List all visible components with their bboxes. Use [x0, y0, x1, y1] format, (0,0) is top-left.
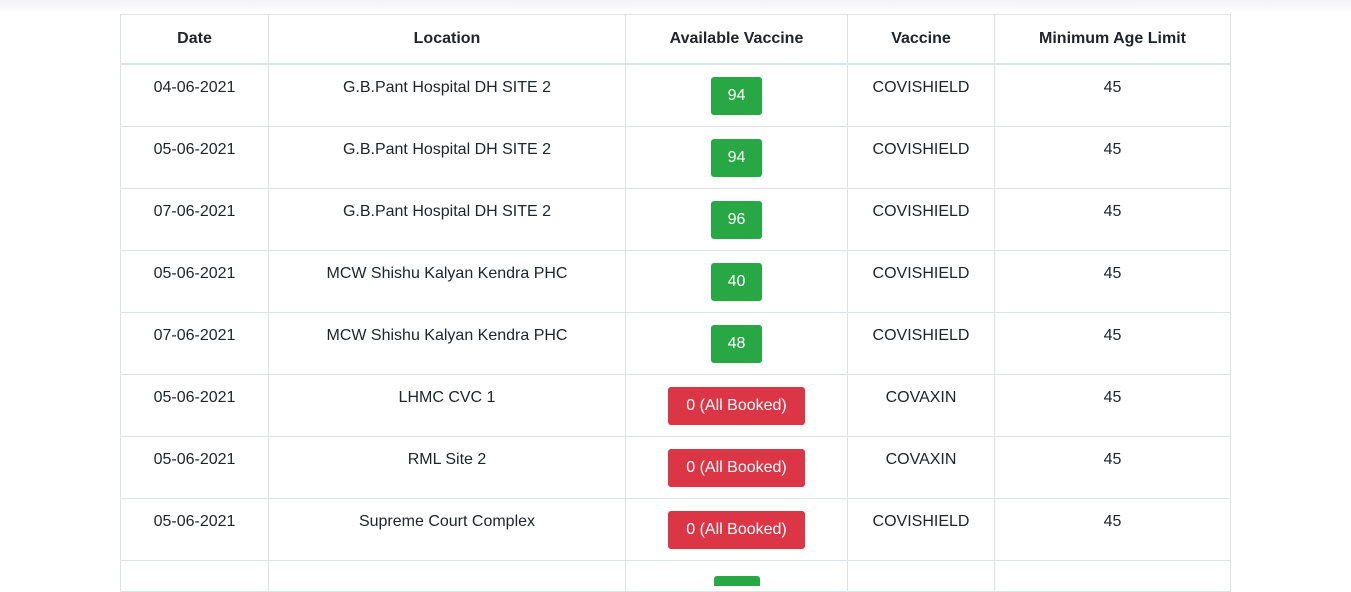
partial-cell: [120, 559, 269, 592]
cell-location: G.B.Pant Hospital DH SITE 2: [268, 125, 626, 189]
cell-location: Supreme Court Complex: [268, 497, 626, 561]
table-row: 05-06-2021 RML Site 2 0 (All Booked) COVAXI…: [120, 435, 1231, 499]
cell-available-vaccine: 94: [625, 125, 848, 189]
partial-cell: [847, 559, 995, 592]
table-row: 07-06-2021 MCW Shishu Kalyan Kendra PHC 48…: [120, 311, 1231, 375]
cell-location: RML Site 2: [268, 435, 626, 499]
cell-available-vaccine: 48: [625, 311, 848, 375]
cell-vaccine: COVISHIELD: [847, 63, 995, 127]
cell-minimum-age: 45: [994, 435, 1231, 499]
cell-minimum-age: 45: [994, 373, 1231, 437]
table-row-partial: [120, 559, 1231, 592]
cell-location: MCW Shishu Kalyan Kendra PHC: [268, 249, 626, 313]
header-available-vaccine: Available Vaccine: [625, 14, 848, 65]
header-date: Date: [120, 14, 269, 65]
cell-vaccine: COVAXIN: [847, 435, 995, 499]
table-row: 04-06-2021 G.B.Pant Hospital DH SITE 2 94 C…: [120, 63, 1231, 127]
cell-available-vaccine: 40: [625, 249, 848, 313]
table-header-row: Date Location Available Vaccine Vaccine …: [120, 14, 1231, 65]
header-location: Location: [268, 14, 626, 65]
partial-cell: [994, 559, 1231, 592]
cell-vaccine: COVISHIELD: [847, 187, 995, 251]
cell-vaccine: COVISHIELD: [847, 125, 995, 189]
cell-date: 05-06-2021: [120, 125, 269, 189]
cell-available-vaccine: 96: [625, 187, 848, 251]
cell-vaccine: COVISHIELD: [847, 497, 995, 561]
cell-vaccine: COVAXIN: [847, 373, 995, 437]
vaccine-availability-table: Date Location Available Vaccine Vaccine …: [120, 14, 1231, 592]
cell-available-vaccine: 94: [625, 63, 848, 127]
cell-minimum-age: 45: [994, 63, 1231, 127]
page-top-shadow: [0, 0, 1351, 14]
booked-badge: 0 (All Booked): [668, 510, 805, 549]
cell-date: 07-06-2021: [120, 311, 269, 375]
cell-date: 05-06-2021: [120, 435, 269, 499]
cell-date: 05-06-2021: [120, 249, 269, 313]
cell-date: 05-06-2021: [120, 373, 269, 437]
available-count-badge: 40: [711, 262, 762, 301]
cell-date: 05-06-2021: [120, 497, 269, 561]
table-row: 05-06-2021 G.B.Pant Hospital DH SITE 2 94 C…: [120, 125, 1231, 189]
cell-location: G.B.Pant Hospital DH SITE 2: [268, 187, 626, 251]
table-row: 05-06-2021 Supreme Court Complex 0 (All Bo…: [120, 497, 1231, 561]
booked-badge: 0 (All Booked): [668, 386, 805, 425]
cell-date: 04-06-2021: [120, 63, 269, 127]
cell-minimum-age: 45: [994, 125, 1231, 189]
cell-vaccine: COVISHIELD: [847, 249, 995, 313]
header-minimum-age-limit: Minimum Age Limit: [994, 14, 1231, 65]
table-row: 07-06-2021 G.B.Pant Hospital DH SITE 2 96 C…: [120, 187, 1231, 251]
partial-cell: [268, 559, 626, 592]
cell-date: 07-06-2021: [120, 187, 269, 251]
available-count-badge: 94: [711, 77, 762, 115]
cell-available-vaccine: 0 (All Booked): [625, 497, 848, 561]
vaccine-availability-table-container: Date Location Available Vaccine Vaccine …: [120, 14, 1231, 592]
cell-available-vaccine: 0 (All Booked): [625, 435, 848, 499]
cell-minimum-age: 45: [994, 249, 1231, 313]
cell-minimum-age: 45: [994, 311, 1231, 375]
cell-location: G.B.Pant Hospital DH SITE 2: [268, 63, 626, 127]
cell-minimum-age: 45: [994, 497, 1231, 561]
cell-vaccine: COVISHIELD: [847, 311, 995, 375]
cell-location: MCW Shishu Kalyan Kendra PHC: [268, 311, 626, 375]
cell-minimum-age: 45: [994, 187, 1231, 251]
available-count-badge: 48: [711, 324, 762, 363]
partial-cell: [625, 559, 848, 592]
header-vaccine: Vaccine: [847, 14, 995, 65]
available-count-badge: [713, 575, 760, 586]
table-row: 05-06-2021 LHMC CVC 1 0 (All Booked) COVAXI…: [120, 373, 1231, 437]
booked-badge: 0 (All Booked): [668, 448, 805, 487]
cell-available-vaccine: 0 (All Booked): [625, 373, 848, 437]
available-count-badge: 94: [711, 138, 762, 177]
cell-location: LHMC CVC 1: [268, 373, 626, 437]
available-count-badge: 96: [711, 200, 762, 239]
table-row: 05-06-2021 MCW Shishu Kalyan Kendra PHC 40…: [120, 249, 1231, 313]
